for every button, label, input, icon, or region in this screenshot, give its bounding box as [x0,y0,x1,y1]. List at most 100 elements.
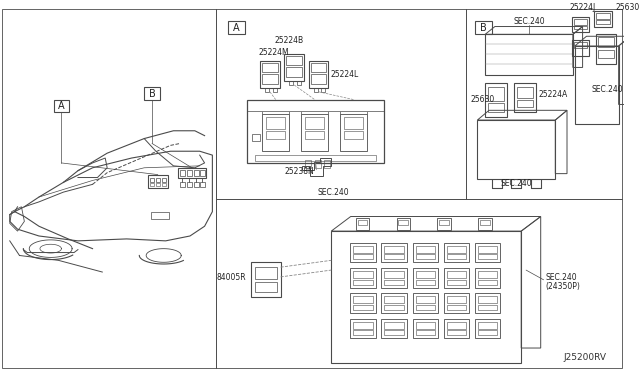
Bar [385,280,404,285]
Bar [248,100,384,163]
Bar [440,220,449,225]
Bar [595,11,612,26]
Bar [478,254,497,259]
Bar [598,50,614,58]
Bar [413,319,438,338]
Bar [262,62,278,72]
Bar [476,21,492,34]
Bar [413,268,438,288]
Bar [444,294,469,313]
Bar [478,246,497,253]
Bar [572,17,589,32]
Bar [447,322,466,328]
Bar [266,131,285,138]
Bar [353,330,372,336]
Bar [517,100,533,108]
Bar [397,218,410,230]
Bar [305,117,324,129]
Bar [415,280,435,285]
Bar [381,268,407,288]
Bar [415,246,435,253]
Text: SEC.240: SEC.240 [592,85,623,94]
Bar [575,46,619,124]
Bar [350,268,376,288]
Bar [385,305,404,310]
Bar [324,160,330,168]
Bar [162,183,166,186]
Bar [444,319,469,338]
Bar [287,56,302,65]
Bar [574,19,588,25]
Bar [353,271,372,278]
Bar [350,294,376,313]
Bar [478,305,497,310]
Bar [447,254,466,259]
Bar [228,21,244,34]
Bar [200,182,205,187]
Bar [54,100,69,112]
Bar [148,174,168,188]
Bar [305,160,311,168]
Bar [444,268,469,288]
Bar [572,40,589,56]
Bar [596,20,610,23]
Text: SEC.240: SEC.240 [500,179,532,188]
Bar [399,220,408,225]
Bar [340,114,367,151]
Bar [353,246,372,253]
Bar [353,254,372,259]
Bar [284,54,304,81]
Bar [385,246,404,253]
Bar [265,88,269,92]
Bar [151,212,168,219]
Bar [596,34,616,64]
Bar [475,319,500,338]
Bar [356,218,369,230]
Bar [381,294,407,313]
Bar [344,131,364,138]
Bar [255,282,276,292]
Bar [150,177,154,182]
Bar [353,305,372,310]
Text: B: B [148,89,156,99]
Bar [353,322,372,328]
Bar [415,305,435,310]
Bar [311,74,326,84]
Text: 25224L: 25224L [330,70,358,79]
Text: 25224A: 25224A [539,90,568,99]
Bar [381,319,407,338]
Bar [385,296,404,303]
Bar [415,271,435,278]
Bar [260,61,280,88]
Bar [200,170,205,176]
Text: 25224B: 25224B [275,36,304,45]
Text: (24350P): (24350P) [545,282,580,291]
Bar [381,243,407,262]
Bar [415,322,435,328]
Bar [179,168,205,177]
Bar [385,254,404,259]
Bar [180,182,185,187]
Bar [350,243,376,262]
Bar [255,155,376,161]
Bar [289,81,293,85]
Bar [162,177,166,182]
Bar [314,88,317,92]
Bar [447,246,466,253]
Bar [478,296,497,303]
Text: A: A [58,102,65,112]
Bar [485,34,573,75]
Text: B: B [480,22,486,32]
Bar [385,322,404,328]
Bar [447,296,466,303]
Text: 84005R: 84005R [217,273,246,282]
Bar [150,183,154,186]
Bar [315,160,321,168]
Text: 25238N: 25238N [284,167,314,176]
Bar [475,268,500,288]
Bar [287,67,302,77]
Bar [415,254,435,259]
Bar [180,170,185,176]
Text: 25224J: 25224J [570,3,596,12]
Bar [144,87,160,100]
